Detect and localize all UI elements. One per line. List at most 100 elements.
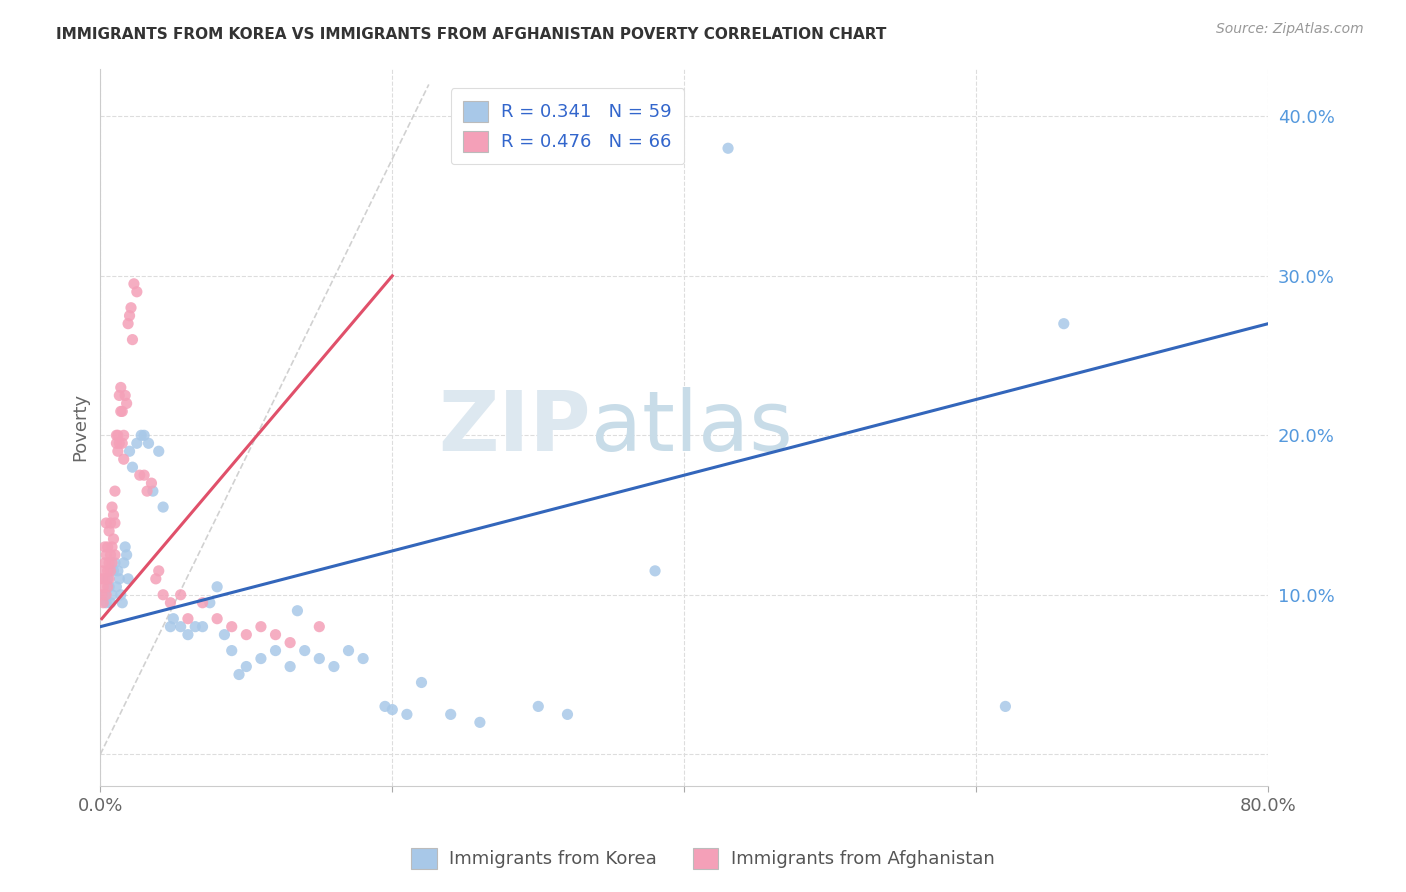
Point [136,484,159,499]
Point [374,699,396,714]
Point [110,404,132,418]
Legend: Immigrants from Korea, Immigrants from Afghanistan: Immigrants from Korea, Immigrants from A… [404,840,1002,876]
Point [105,580,128,594]
Point [103,564,125,578]
Point [148,564,170,578]
Point [235,627,257,641]
Point [101,588,124,602]
Point [115,548,138,562]
Point [198,596,221,610]
Point [110,380,132,394]
Point [98,580,121,594]
Point [118,309,141,323]
Point [152,500,174,514]
Point [191,596,214,610]
Point [117,572,139,586]
Point [117,317,139,331]
Point [125,436,148,450]
Point [96,548,118,562]
Point [121,460,143,475]
Point [96,588,118,602]
Point [104,484,127,499]
Point [122,277,145,291]
Point [235,659,257,673]
Point [717,141,740,155]
Point [221,643,243,657]
Point [101,540,124,554]
Point [101,500,124,514]
Point [97,564,120,578]
Point [104,548,127,562]
Point [112,452,135,467]
Point [152,588,174,602]
Point [108,388,131,402]
Point [97,540,120,554]
Point [96,596,118,610]
Point [111,436,134,450]
Point [105,436,128,450]
Point [142,484,165,499]
Point [100,564,122,578]
Point [103,532,125,546]
Point [169,620,191,634]
Point [221,620,243,634]
Point [250,651,273,665]
Point [1053,317,1076,331]
Point [162,612,184,626]
Point [278,635,301,649]
Point [112,556,135,570]
Point [93,572,115,586]
Point [107,444,129,458]
Point [91,596,114,610]
Point [395,707,418,722]
Point [994,699,1017,714]
Point [308,620,330,634]
Point [184,620,207,634]
Point [93,556,115,570]
Point [308,651,330,665]
Point [148,444,170,458]
Point [337,643,360,657]
Text: ZIP: ZIP [439,387,591,467]
Point [107,428,129,442]
Point [644,564,666,578]
Point [91,564,114,578]
Point [138,436,160,450]
Point [97,580,120,594]
Point [101,556,124,570]
Point [177,627,200,641]
Point [98,524,121,538]
Y-axis label: Poverty: Poverty [72,393,89,461]
Point [228,667,250,681]
Point [100,548,122,562]
Point [264,627,287,641]
Point [125,285,148,299]
Point [264,643,287,657]
Point [128,468,150,483]
Point [98,556,121,570]
Point [114,540,136,554]
Point [108,436,131,450]
Point [121,333,143,347]
Point [115,396,138,410]
Point [91,580,114,594]
Point [111,596,134,610]
Legend: R = 0.341   N = 59, R = 0.476   N = 66: R = 0.341 N = 59, R = 0.476 N = 66 [450,88,685,164]
Point [411,675,433,690]
Point [105,428,128,442]
Point [468,715,491,730]
Point [93,540,115,554]
Point [557,707,579,722]
Point [111,404,134,418]
Point [90,572,112,586]
Point [205,612,228,626]
Point [104,516,127,530]
Point [191,620,214,634]
Point [527,699,550,714]
Point [112,428,135,442]
Point [129,428,152,442]
Point [103,508,125,522]
Point [381,703,404,717]
Point [440,707,463,722]
Point [134,428,156,442]
